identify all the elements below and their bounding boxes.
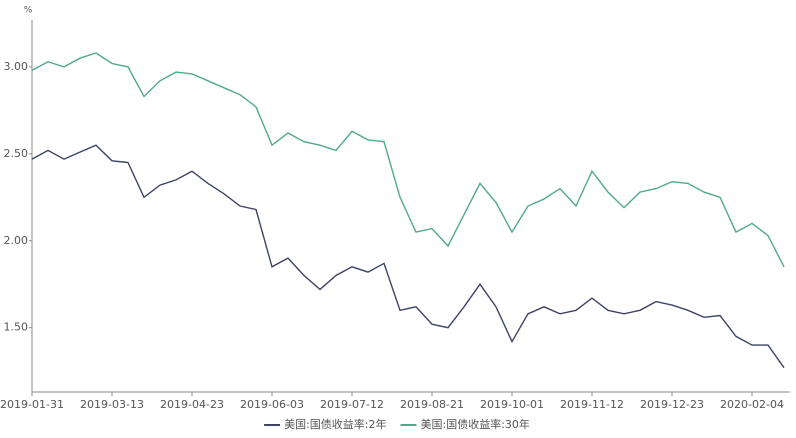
x-tick-label: 2019-04-23 xyxy=(160,398,224,411)
x-tick-label: 2019-01-31 xyxy=(0,398,64,411)
y-tick-label: 3.00 xyxy=(4,60,29,73)
series-line xyxy=(31,52,785,268)
x-tick-label: 2019-06-03 xyxy=(240,398,304,411)
series-line xyxy=(31,144,785,369)
x-tick-label: 2019-03-13 xyxy=(80,398,144,411)
x-tick-label: 2019-07-12 xyxy=(320,398,384,411)
legend-label: 美国:国债收益率:2年 xyxy=(284,417,386,431)
x-tick-label: 2019-12-23 xyxy=(640,398,704,411)
x-tick-label: 2019-08-21 xyxy=(400,398,464,411)
legend-label: 美国:国债收益率:30年 xyxy=(421,417,530,431)
y-tick-label: 2.50 xyxy=(4,147,29,160)
y-tick-label: 1.50 xyxy=(4,321,29,334)
y-tick-label: 2.00 xyxy=(4,234,29,247)
x-tick-label: 2020-02-04 xyxy=(720,398,784,411)
x-tick-label: 2019-11-12 xyxy=(560,398,624,411)
x-tick-label: 2019-10-01 xyxy=(480,398,544,411)
y-axis-label: % xyxy=(24,6,33,16)
